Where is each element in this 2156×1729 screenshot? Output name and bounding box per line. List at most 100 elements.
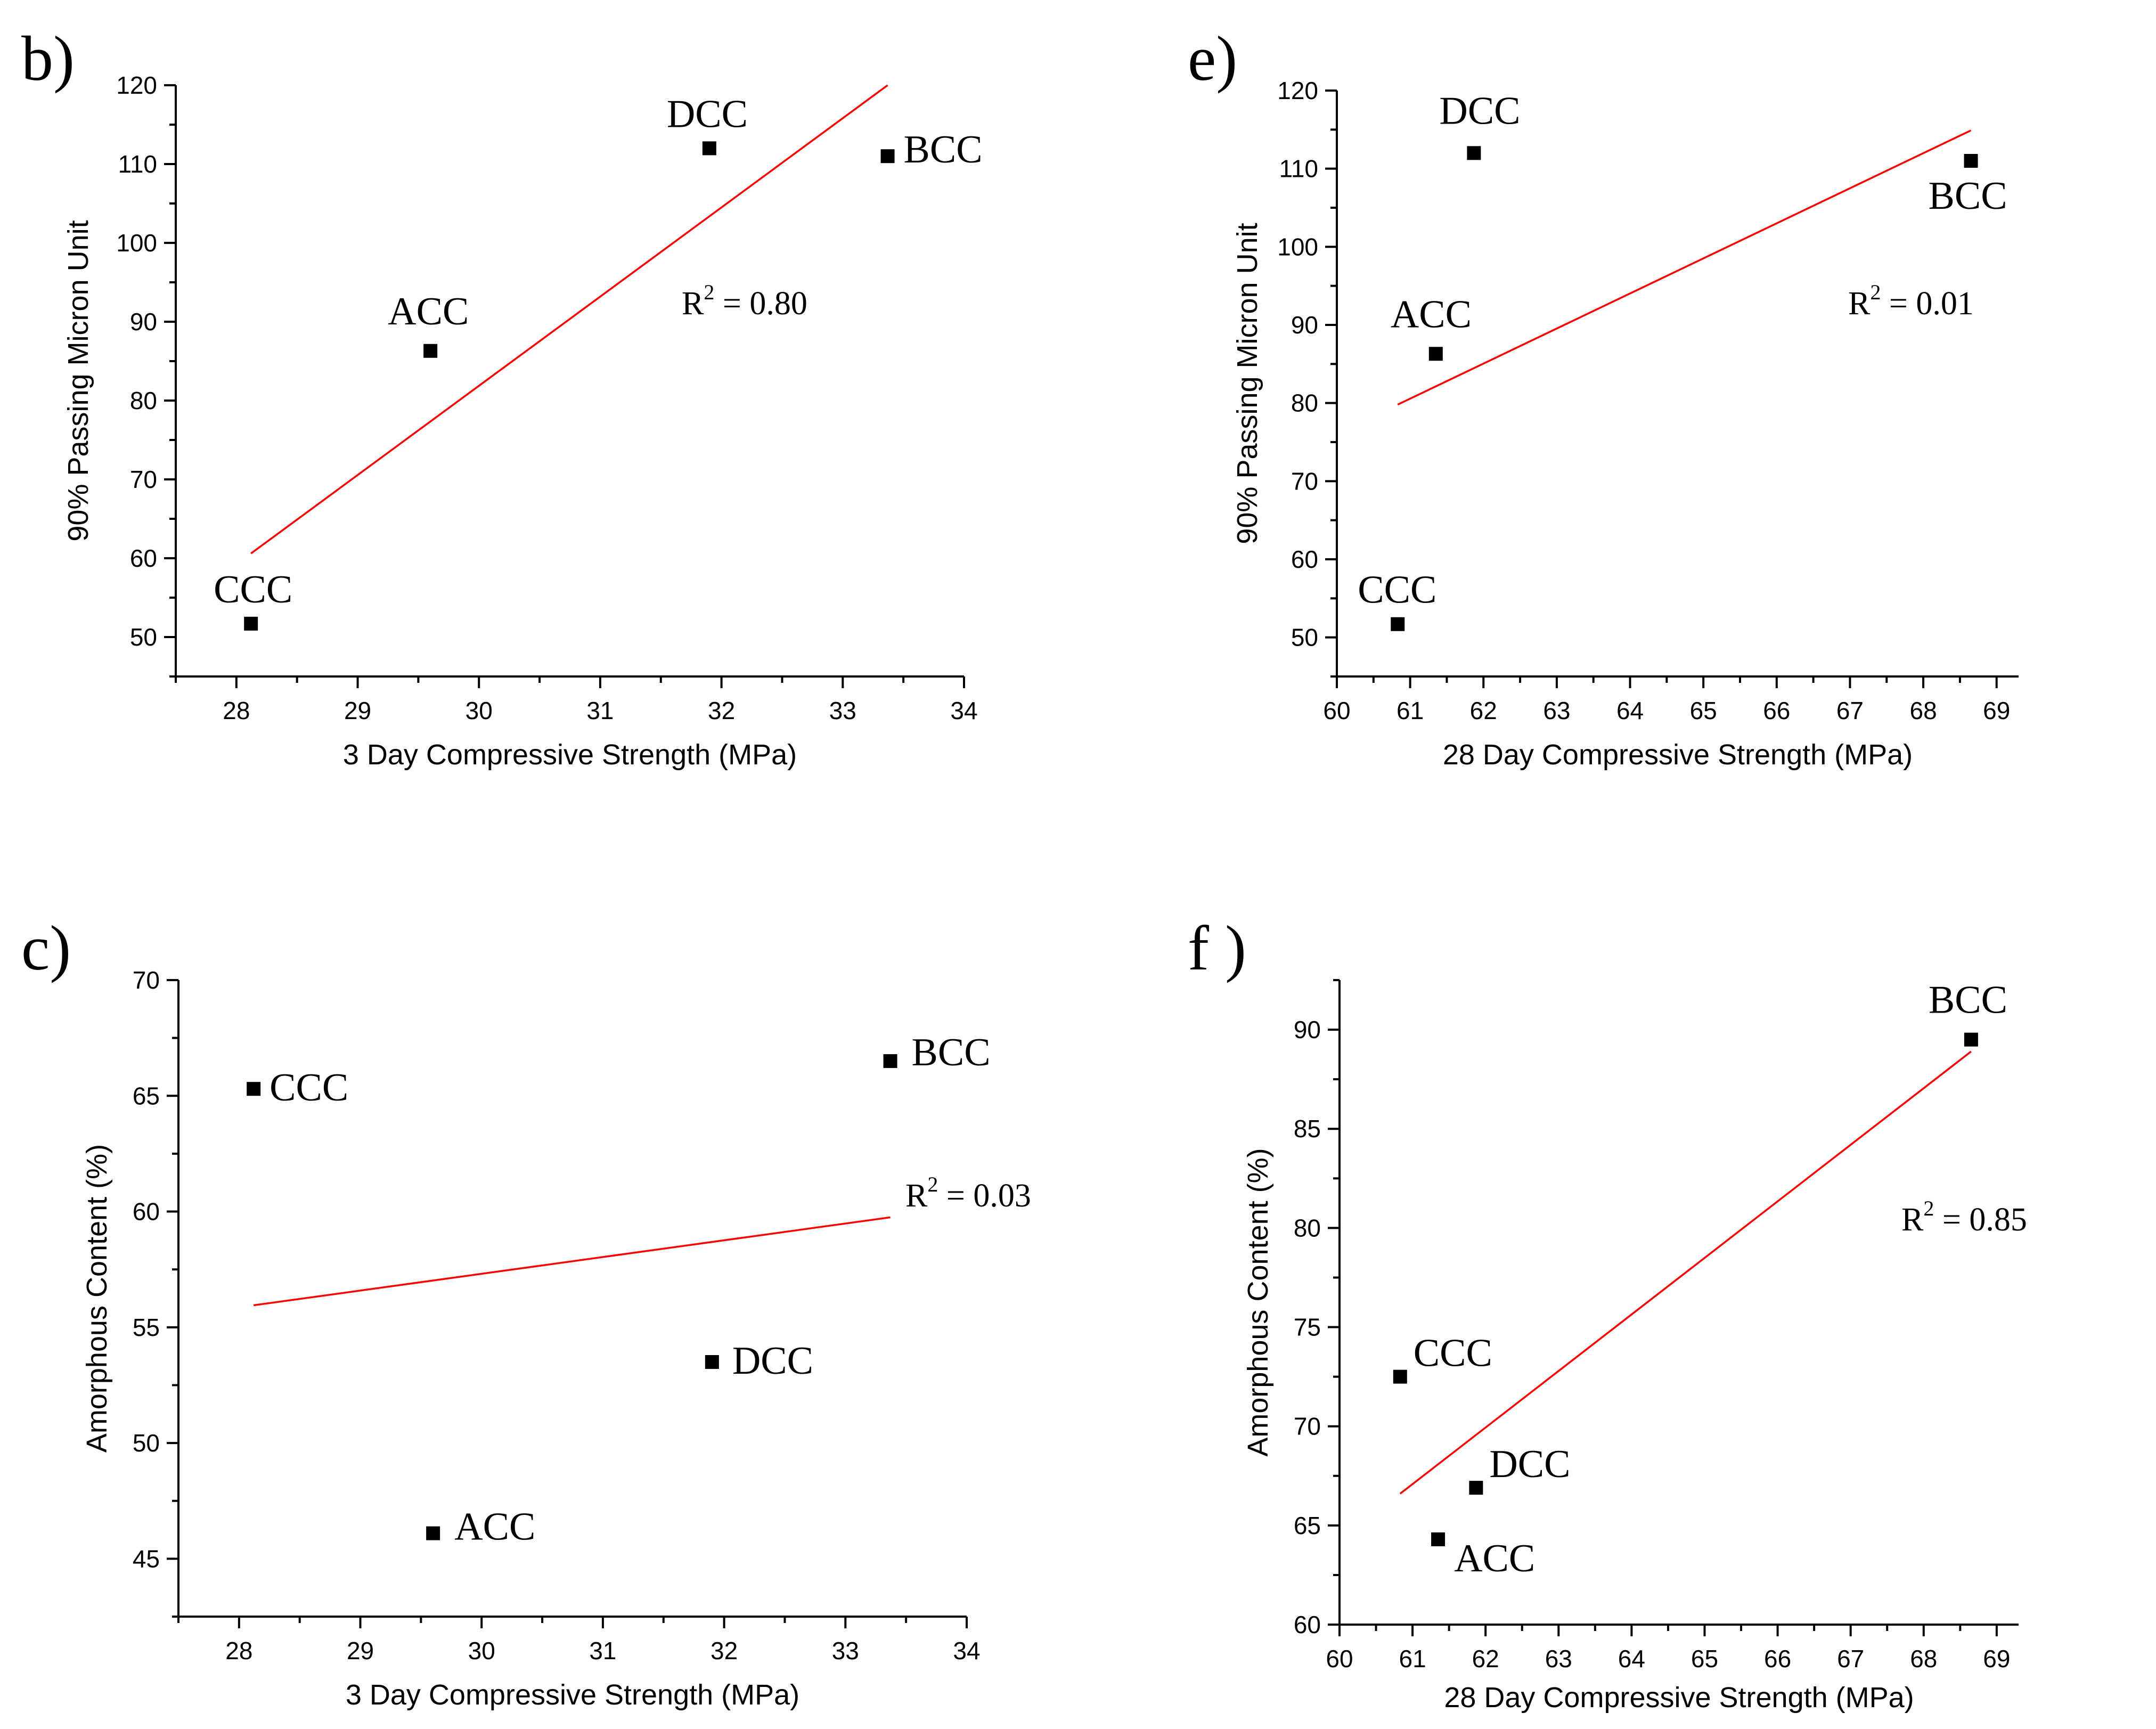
data-point-acc: [423, 344, 438, 358]
point-label-bcc: BCC: [904, 128, 983, 172]
data-point-dcc: [705, 1355, 719, 1369]
y-tick-label: 90: [1294, 1016, 1321, 1043]
data-point-ccc: [244, 616, 258, 631]
x-tick-label: 62: [1470, 697, 1497, 724]
x-tick-label: 63: [1545, 1645, 1572, 1673]
x-tick-label: 61: [1396, 697, 1424, 724]
data-point-acc: [1431, 1532, 1446, 1546]
y-tick-label: 50: [130, 623, 157, 651]
x-axis-title: 3 Day Compressive Strength (MPa): [346, 1679, 799, 1711]
x-tick-label: 69: [1983, 697, 2010, 724]
x-tick-label: 33: [832, 1637, 859, 1665]
x-tick-label: 64: [1618, 1645, 1645, 1673]
data-point-ccc: [1393, 1369, 1407, 1384]
y-tick-label: 50: [133, 1429, 160, 1457]
y-axis-title: 90% Passing Micron Unit: [62, 220, 94, 541]
y-tick-label: 70: [133, 966, 160, 994]
x-tick-label: 34: [953, 1637, 980, 1665]
y-tick-label: 80: [1291, 389, 1318, 417]
panel-letter: f ): [1188, 912, 1246, 983]
y-tick-label: 120: [1277, 77, 1318, 104]
y-tick-label: 70: [130, 466, 157, 493]
panel-letter: e): [1188, 23, 1237, 94]
x-tick-label: 60: [1326, 1645, 1353, 1673]
y-tick-label: 50: [1291, 624, 1318, 651]
x-tick-label: 33: [829, 697, 856, 724]
data-point-bcc: [880, 149, 895, 164]
point-label-bcc: BCC: [912, 1031, 991, 1074]
x-tick-label: 32: [710, 1637, 738, 1665]
r-squared-label: R2 = 0.85: [1901, 1196, 2027, 1238]
point-label-ccc: CCC: [1358, 568, 1436, 612]
point-label-acc: ACC: [454, 1505, 535, 1549]
y-axis-title: Amorphous Content (%): [81, 1144, 113, 1453]
y-tick-label: 65: [1294, 1512, 1321, 1539]
x-axis-title: 28 Day Compressive Strength (MPa): [1443, 739, 1913, 771]
y-tick-label: 110: [118, 150, 157, 178]
x-tick-label: 29: [344, 697, 371, 724]
panel-3: c) 28 29 30 31 32 33 34 45 50 55 60 65 70 3 Day Compre…: [21, 912, 1031, 1711]
y-tick-label: 120: [116, 71, 157, 99]
data-point-bcc: [883, 1054, 897, 1069]
y-tick-label: 90: [130, 308, 157, 336]
fit-line: [253, 1216, 891, 1307]
panel-4: f ) 60 61 62 63 64 65 66 67 68 69 60 65 70 75 80 85 90 28 …: [1188, 912, 2027, 1714]
y-tick-label: 70: [1294, 1413, 1321, 1440]
x-tick-label: 63: [1543, 697, 1570, 724]
x-tick-label: 67: [1836, 697, 1864, 724]
y-axis-title: 90% Passing Micron Unit: [1231, 223, 1263, 544]
x-axis-title: 28 Day Compressive Strength (MPa): [1444, 1682, 1914, 1714]
point-label-bcc: BCC: [1929, 174, 2007, 218]
point-label-ccc: CCC: [1414, 1332, 1492, 1375]
point-label-acc: ACC: [388, 290, 469, 333]
point-label-dcc: DCC: [1439, 89, 1520, 133]
x-tick-label: 65: [1691, 1645, 1718, 1673]
data-point-bcc: [1964, 1032, 1978, 1047]
point-label-acc: ACC: [1454, 1537, 1535, 1580]
data-point-acc: [1428, 347, 1443, 361]
y-tick-label: 55: [133, 1314, 160, 1341]
x-tick-label: 32: [708, 697, 735, 724]
x-tick-label: 31: [589, 1637, 616, 1665]
data-point-bcc: [1964, 154, 1978, 168]
data-point-dcc: [702, 141, 716, 156]
x-tick-label: 30: [466, 697, 493, 724]
y-tick-label: 60: [133, 1198, 160, 1226]
point-label-acc: ACC: [1391, 292, 1472, 336]
y-tick-label: 110: [1279, 155, 1318, 183]
data-point-dcc: [1469, 1481, 1483, 1495]
y-tick-label: 85: [1294, 1115, 1321, 1143]
data-point-ccc: [247, 1082, 261, 1096]
data-point-ccc: [1391, 617, 1405, 631]
y-tick-label: 60: [1291, 545, 1318, 573]
x-tick-label: 66: [1763, 697, 1790, 724]
panel-letter: c): [21, 912, 71, 983]
point-label-bcc: BCC: [1929, 978, 2007, 1022]
x-tick-label: 28: [223, 697, 250, 724]
y-tick-label: 90: [1291, 311, 1318, 339]
y-tick-label: 60: [130, 544, 157, 572]
panel-2: e) 60 61 62 63 64 65 66 67 68 69 50 60 70 80 90 100 110 12…: [1188, 23, 2019, 771]
y-tick-label: 45: [133, 1545, 160, 1572]
fit-line: [1397, 129, 1972, 406]
r-squared-label: R2 = 0.01: [1848, 280, 1974, 322]
y-tick-label: 75: [1294, 1314, 1321, 1341]
x-tick-label: 68: [1909, 697, 1937, 724]
data-point-acc: [426, 1526, 440, 1540]
y-tick-label: 100: [1277, 233, 1318, 260]
x-tick-label: 31: [586, 697, 614, 724]
point-label-dcc: DCC: [667, 92, 748, 136]
y-tick-label: 70: [1291, 467, 1318, 495]
x-tick-label: 64: [1616, 697, 1644, 724]
y-tick-label: 80: [1294, 1214, 1321, 1242]
x-tick-label: 68: [1910, 1645, 1937, 1673]
r-squared-label: R2 = 0.80: [682, 280, 807, 322]
x-tick-label: 30: [468, 1637, 495, 1665]
x-tick-label: 66: [1764, 1645, 1791, 1673]
fit-line: [250, 84, 888, 554]
point-label-dcc: DCC: [732, 1339, 813, 1383]
x-tick-label: 60: [1323, 697, 1350, 724]
x-tick-label: 62: [1472, 1645, 1499, 1673]
r-squared-label: R2 = 0.03: [905, 1172, 1031, 1214]
